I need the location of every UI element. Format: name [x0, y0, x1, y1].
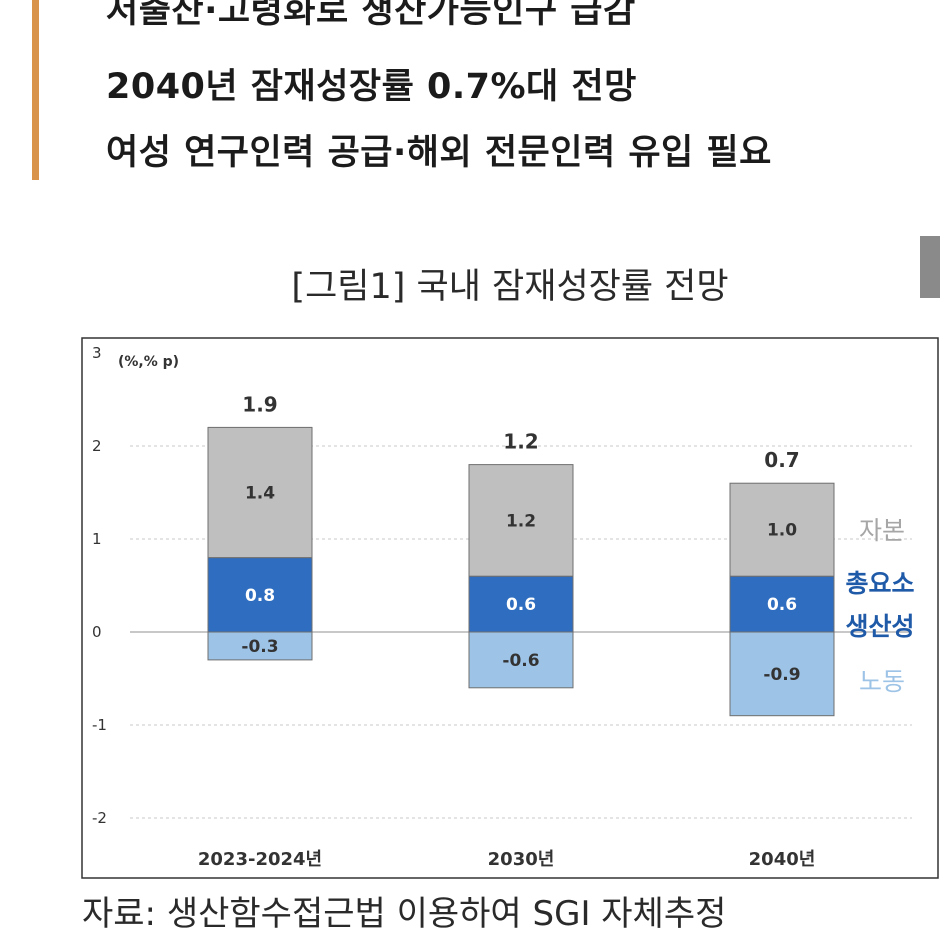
bar-value-label: 0.6 — [767, 595, 797, 615]
y-tick-label: 3 — [92, 344, 102, 362]
y-tick-label: -2 — [92, 809, 107, 827]
legend-label-tfp-line1: 총요소 — [845, 569, 914, 598]
x-category-label: 2030년 — [488, 849, 555, 870]
bar-segment — [468, 575, 574, 633]
bar-value-label: 0.6 — [506, 595, 536, 615]
x-category-label: 2023-2024년 — [198, 849, 322, 870]
x-category-label: 2040년 — [749, 849, 816, 870]
side-scroll-tab[interactable] — [920, 236, 940, 298]
y-unit-label: (%,% p) — [118, 354, 179, 370]
figure-title: [그림1] 국내 잠재성장률 전망 — [291, 267, 729, 307]
bar-value-label: 1.4 — [245, 484, 275, 504]
bar-total-label: 1.9 — [242, 392, 277, 416]
headline-line-2: 2040년 잠재성장률 0.7%대 전망 — [106, 67, 637, 107]
legend-label: 노동 — [859, 667, 905, 696]
legend-label: 자본 — [859, 516, 905, 545]
bar-total-label: 0.7 — [764, 448, 799, 472]
bar-segment — [729, 482, 835, 577]
y-tick-label: 0 — [92, 623, 102, 641]
y-tick-label: -1 — [92, 716, 107, 734]
bar-segment — [207, 426, 313, 559]
bar-value-label: 0.8 — [245, 586, 275, 606]
bar-value-label: -0.3 — [241, 637, 278, 657]
bar-value-label: -0.6 — [502, 651, 539, 671]
bar-value-label: 1.0 — [767, 521, 797, 541]
headline-line-1: 저출산·고령화로 생산가능인구 급감 — [106, 0, 636, 31]
y-tick-label: 1 — [92, 530, 102, 548]
bar-total-label: 1.2 — [503, 430, 538, 454]
y-tick-label: 2 — [92, 437, 102, 455]
bar-segment — [729, 575, 835, 633]
legend-label-tfp-line2: 생산성 — [845, 612, 914, 641]
figure-source-note: 자료: 생산함수접근법 이용하여 SGI 자체추정 — [82, 894, 727, 934]
bar-segment — [468, 464, 574, 577]
headline-line-3: 여성 연구인력 공급·해외 전문인력 유입 필요 — [106, 133, 772, 173]
bar-value-label: 1.2 — [506, 511, 536, 531]
bar-segment — [468, 631, 574, 689]
bar-value-label: -0.9 — [763, 665, 800, 685]
headline-accent-bar — [32, 0, 39, 180]
